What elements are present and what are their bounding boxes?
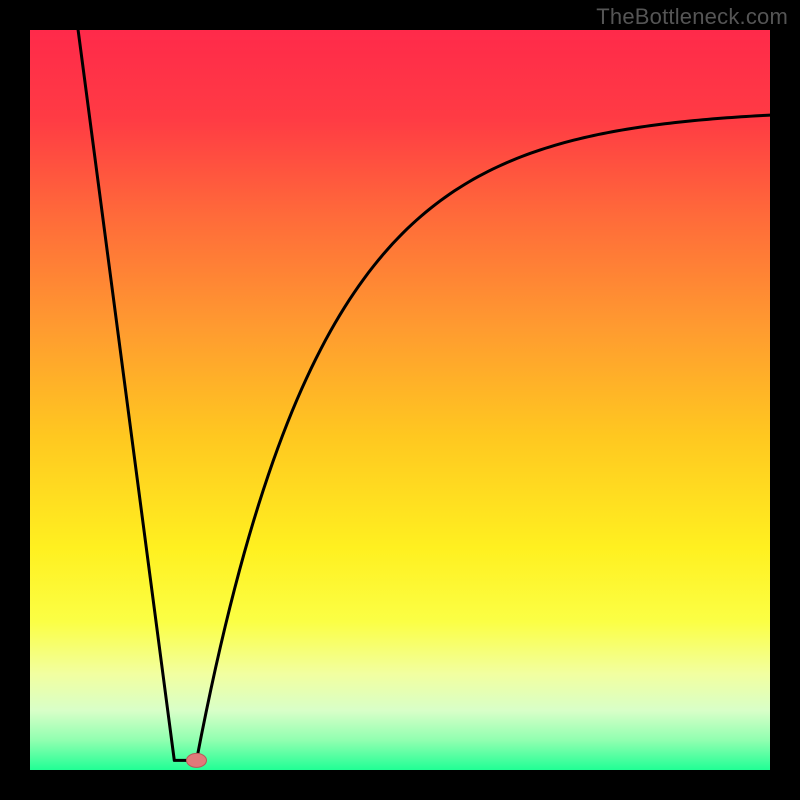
chart-svg [0, 0, 800, 800]
valley-marker-dot [187, 753, 207, 767]
watermark-text: TheBottleneck.com [596, 4, 788, 30]
plot-background-gradient [30, 30, 770, 770]
chart-container: TheBottleneck.com [0, 0, 800, 800]
